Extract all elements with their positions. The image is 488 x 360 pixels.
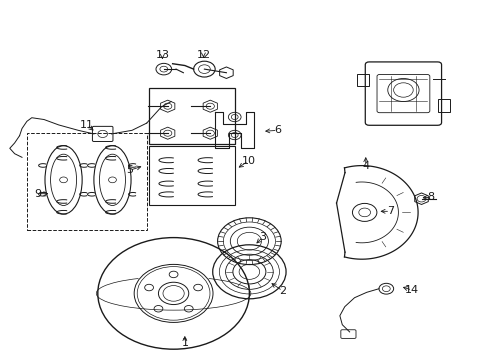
Text: 12: 12 bbox=[196, 50, 210, 60]
Text: 13: 13 bbox=[155, 50, 169, 60]
Text: 7: 7 bbox=[386, 206, 393, 216]
Text: 3: 3 bbox=[259, 232, 266, 242]
Bar bbox=[149, 146, 234, 205]
Text: 5: 5 bbox=[126, 165, 133, 175]
Text: 6: 6 bbox=[274, 125, 281, 135]
Bar bbox=[149, 88, 234, 144]
Text: 4: 4 bbox=[362, 161, 368, 171]
Text: 1: 1 bbox=[181, 338, 188, 348]
Bar bbox=[437, 99, 449, 112]
Text: 10: 10 bbox=[241, 156, 255, 166]
Text: 8: 8 bbox=[427, 192, 434, 202]
Bar bbox=[356, 74, 368, 86]
Text: 9: 9 bbox=[34, 189, 41, 199]
Text: 2: 2 bbox=[279, 286, 285, 296]
Text: 14: 14 bbox=[405, 285, 418, 295]
Bar bbox=[27, 133, 146, 230]
Text: 11: 11 bbox=[80, 120, 94, 130]
